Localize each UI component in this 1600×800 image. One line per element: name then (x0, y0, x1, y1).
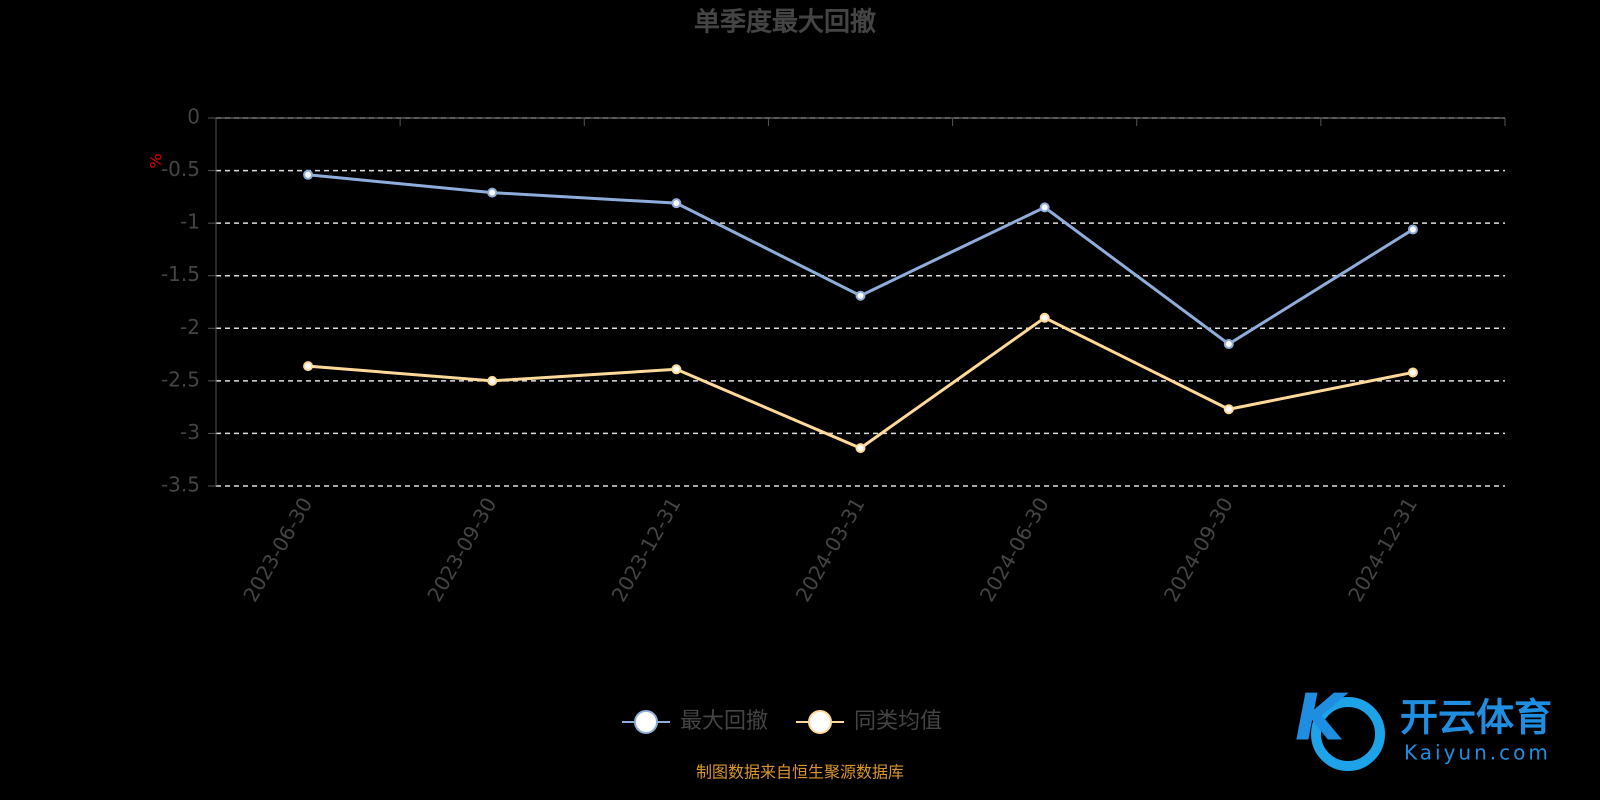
point (487, 375, 498, 386)
legend-marker (634, 710, 658, 734)
point (1223, 404, 1234, 415)
y-tick-label: 0 (187, 105, 200, 129)
y-tick-label: -1 (180, 210, 200, 234)
watermark-name: 开云体育 (1400, 696, 1552, 740)
point (303, 169, 314, 180)
point (671, 364, 682, 375)
y-tick-label: -1.5 (161, 262, 200, 286)
point (487, 187, 498, 198)
point (1223, 339, 1234, 350)
source-note: 制图数据来自恒生聚源数据库 (696, 763, 904, 782)
logo-k: K (1295, 682, 1349, 756)
legend-marker (808, 710, 832, 734)
point (303, 361, 314, 372)
point (1407, 224, 1418, 235)
y-tick-label: -3.5 (161, 473, 200, 497)
point (1039, 312, 1050, 323)
point (855, 290, 866, 301)
y-tick-label: -3 (180, 420, 200, 444)
logo-ring (1311, 697, 1385, 771)
watermark-url: Kaiyun.com (1404, 741, 1551, 765)
point (671, 198, 682, 209)
point (1039, 202, 1050, 213)
y-tick-label: -2.5 (161, 367, 200, 391)
legend-label: 同类均值 (854, 709, 942, 734)
point (1407, 367, 1418, 378)
y-unit: % (147, 153, 166, 168)
y-tick-label: -0.5 (161, 157, 200, 181)
chart-title: 单季度最大回撤 (694, 7, 876, 38)
point (855, 443, 866, 454)
watermark: K 开云体育 Kaiyun.com (1295, 682, 1552, 771)
y-tick-label: -2 (180, 315, 200, 339)
legend-label: 最大回撤 (680, 709, 768, 734)
